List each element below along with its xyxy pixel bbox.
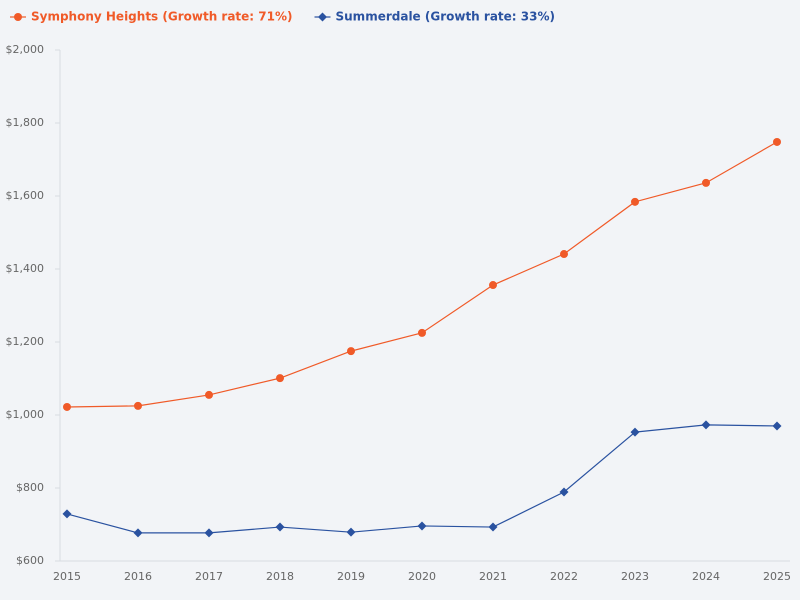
point <box>346 527 356 537</box>
point <box>418 328 426 337</box>
point <box>631 197 639 206</box>
point <box>417 521 427 531</box>
point <box>134 401 142 410</box>
x-tick-label: 2025 <box>763 570 791 583</box>
point <box>133 528 143 538</box>
x-tick-label: 2024 <box>692 570 720 583</box>
y-tick-label: $1,000 <box>6 408 45 421</box>
legend-item: Symphony Heights (Growth rate: 71%) <box>10 10 293 24</box>
series-line <box>66 424 778 534</box>
legend-label: Summerdale (Growth rate: 33%) <box>336 10 555 24</box>
x-tick-label: 2018 <box>266 570 294 583</box>
x-tick-label: 2016 <box>124 570 152 583</box>
x-tick-label: 2022 <box>550 570 578 583</box>
point <box>560 250 568 259</box>
y-tick-label: $1,800 <box>6 116 45 129</box>
legend-label: Symphony Heights (Growth rate: 71%) <box>31 10 293 24</box>
y-tick-label: $800 <box>16 481 44 494</box>
x-tick-label: 2021 <box>479 570 507 583</box>
y-tick-label: $1,600 <box>6 189 45 202</box>
point <box>488 522 498 532</box>
point <box>773 137 781 146</box>
legend-item: Summerdale (Growth rate: 33%) <box>314 10 555 24</box>
point <box>276 374 284 383</box>
y-tick-label: $2,000 <box>6 43 45 56</box>
x-tick-label: 2019 <box>337 570 365 583</box>
legend-marker <box>14 13 22 21</box>
point <box>701 420 711 430</box>
y-tick-label: $1,400 <box>6 262 45 275</box>
y-tick-label: $1,200 <box>6 335 45 348</box>
point <box>630 427 640 437</box>
x-tick-label: 2023 <box>621 570 649 583</box>
legend-marker <box>318 12 327 22</box>
point <box>275 522 285 532</box>
series-line <box>66 141 778 408</box>
point <box>63 402 71 411</box>
legend: Symphony Heights (Growth rate: 71%) Summe… <box>10 10 555 24</box>
point <box>204 528 214 538</box>
x-tick-label: 2015 <box>53 570 81 583</box>
x-tick-label: 2017 <box>195 570 223 583</box>
point <box>772 421 782 431</box>
point <box>559 487 569 497</box>
point <box>347 347 355 356</box>
y-tick-label: $600 <box>16 554 44 567</box>
point <box>489 281 497 290</box>
x-tick-label: 2020 <box>408 570 436 583</box>
point <box>702 178 710 187</box>
point <box>62 509 72 519</box>
point <box>205 390 213 399</box>
